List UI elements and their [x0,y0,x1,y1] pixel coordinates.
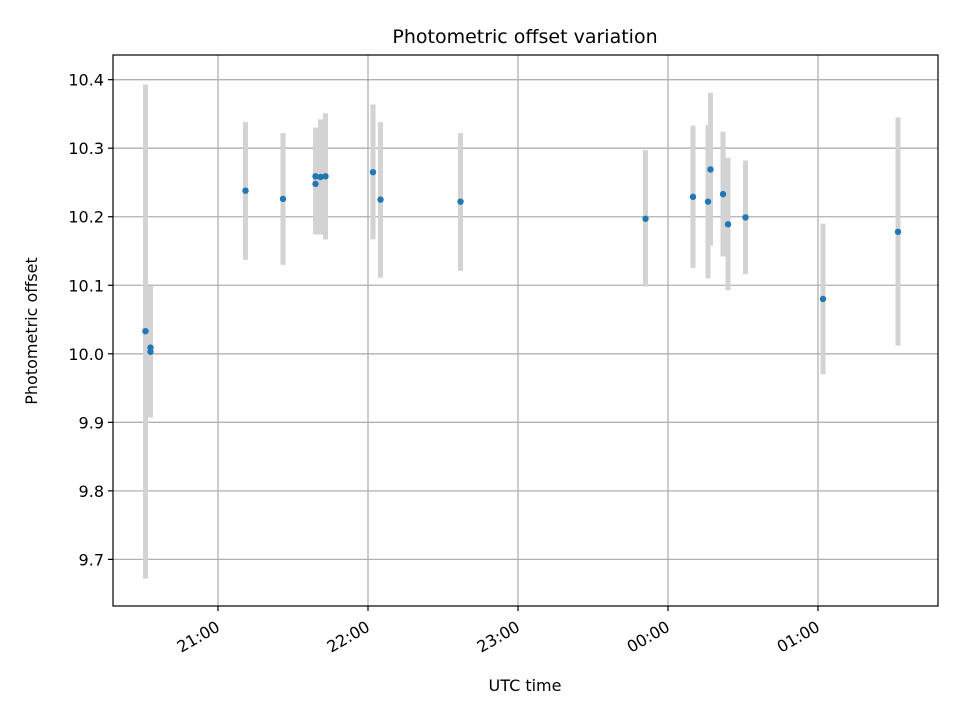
data-point [742,214,749,221]
data-point [147,348,154,355]
y-axis-label: Photometric offset [22,257,41,405]
data-point [369,168,377,176]
data-point [312,173,319,180]
data-point [322,173,329,180]
y-tick-label: 9.9 [79,413,104,432]
y-tick-label: 10.0 [68,345,104,364]
data-point [279,195,287,203]
data-points [142,166,902,355]
y-tick-label: 10.2 [68,208,104,227]
y-tick-label: 10.3 [68,139,104,158]
y-tick-label: 10.4 [68,71,104,90]
data-point [317,173,324,181]
y-tick-label: 9.7 [79,550,104,569]
data-point [819,295,827,303]
data-point [707,166,714,173]
data-point [704,198,712,205]
data-point [142,327,149,335]
plot-area [113,55,938,606]
y-axis-ticks: 9.7 9.8 9.9 10.0 10.1 10.2 10.3 10.4 [68,71,113,569]
data-point [894,228,902,236]
grid [113,55,938,606]
data-point [724,221,732,228]
x-axis-label: UTC time [489,676,562,695]
data-point [242,187,249,194]
data-point [312,180,319,188]
chart-title: Photometric offset variation [392,26,657,48]
plot-frame [112,54,939,607]
data-point [457,198,464,205]
data-point [377,196,384,203]
y-tick-label: 10.1 [68,276,104,295]
data-point [642,215,649,222]
data-point [719,190,727,198]
y-tick-label: 9.8 [79,482,104,501]
data-point [689,193,697,201]
